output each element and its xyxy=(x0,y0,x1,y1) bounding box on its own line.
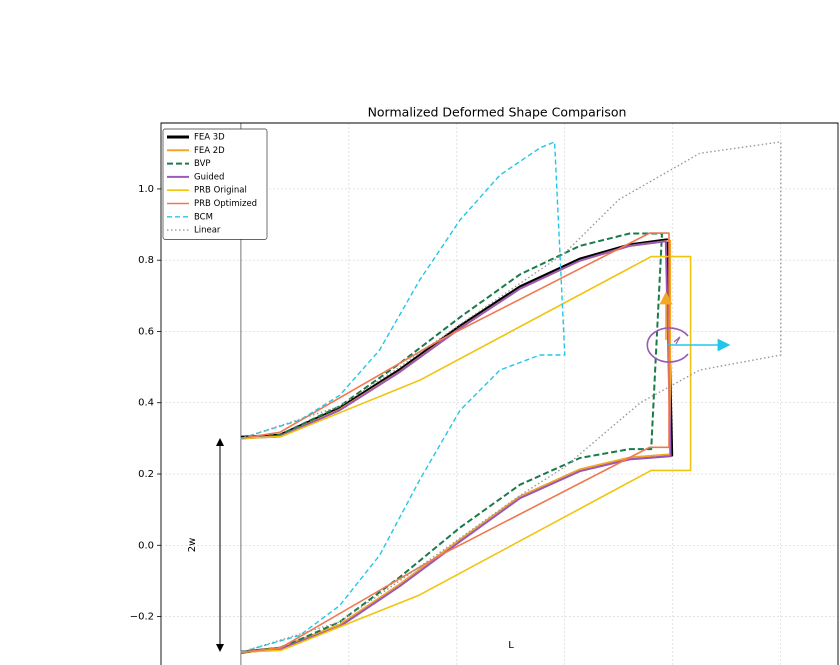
length-label: L xyxy=(508,640,514,651)
legend-label: Guided xyxy=(194,172,224,182)
moment-arc xyxy=(646,327,689,363)
legend-label: FEA 3D xyxy=(194,133,225,143)
series-line xyxy=(240,141,782,653)
series-line xyxy=(240,255,692,653)
y-tick-label: 0.8 xyxy=(138,255,154,266)
y-tick-label: 0.6 xyxy=(138,326,154,337)
legend-label: FEA 2D xyxy=(194,146,225,156)
chart-title: Normalized Deformed Shape Comparison xyxy=(368,105,627,120)
series-line xyxy=(240,240,672,654)
series-line xyxy=(240,232,663,654)
y-tick-label: 1.0 xyxy=(138,184,154,195)
moment-arrowhead xyxy=(673,336,681,345)
legend-label: PRB Original xyxy=(194,186,247,196)
y-tick-label: 0.2 xyxy=(138,469,154,480)
annotation-arrows xyxy=(216,291,731,652)
legend-label: BCM xyxy=(194,212,213,222)
series-line xyxy=(240,232,670,653)
legend-label: Linear xyxy=(194,226,221,236)
series-line xyxy=(240,238,674,654)
y-tick-label: −0.2 xyxy=(130,612,154,623)
series-line xyxy=(240,141,566,653)
y-tick-label: 0.0 xyxy=(138,540,154,551)
legend-label: PRB Optimized xyxy=(194,199,257,209)
legend-box xyxy=(162,128,268,240)
series-line xyxy=(240,239,672,654)
y-tick-label: 0.4 xyxy=(138,398,154,409)
legend-label: BVP xyxy=(194,159,211,169)
width-label: 2w xyxy=(187,538,198,553)
